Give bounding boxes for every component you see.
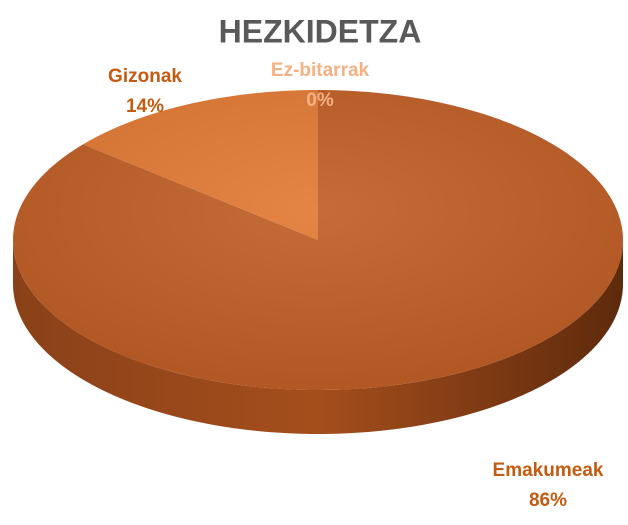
- pie-shading: [13, 90, 623, 390]
- value-label: 0%: [306, 90, 334, 111]
- value-label: 86%: [529, 490, 567, 511]
- category-label: Gizonak: [108, 66, 182, 87]
- pie-slice-side: [13, 240, 623, 434]
- category-label: Ez-bitarrak: [271, 60, 370, 81]
- value-label: 14%: [126, 96, 164, 117]
- chart-title: HEZKIDETZA: [219, 13, 422, 49]
- category-label: Emakumeak: [493, 460, 604, 481]
